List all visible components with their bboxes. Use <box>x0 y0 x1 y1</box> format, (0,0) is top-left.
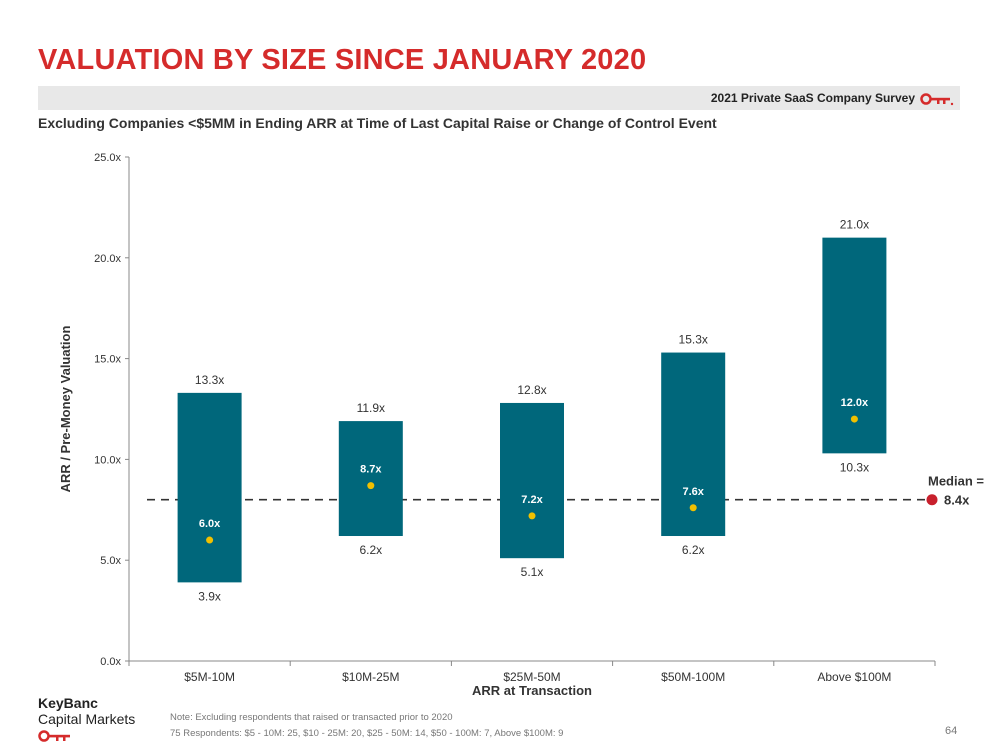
brand-logo: KeyBanc Capital Markets <box>38 695 135 743</box>
median-marker <box>367 482 375 490</box>
footnote-respondents: 75 Respondents: $5 - 10M: 25, $10 - 25M:… <box>170 728 564 739</box>
x-tick-label: $50M-100M <box>661 670 725 684</box>
page-title: VALUATION BY SIZE SINCE JANUARY 2020 <box>38 44 647 76</box>
footnote-exclusion: Note: Excluding respondents that raised … <box>170 712 453 723</box>
median-marker <box>850 415 858 423</box>
median-value-label: 12.0x <box>841 397 869 409</box>
x-tick-label: $5M-10M <box>184 670 235 684</box>
low-value-label: 6.2x <box>682 543 705 557</box>
median-value-label: 7.2x <box>521 494 543 506</box>
range-bar <box>500 402 564 559</box>
y-tick-label: 15.0x <box>94 354 121 366</box>
low-value-label: 3.9x <box>198 589 221 603</box>
median-marker <box>528 512 536 520</box>
median-value-label: 6.0x <box>199 518 221 530</box>
survey-banner: 2021 Private SaaS Company Survey <box>38 86 960 110</box>
range-bar <box>177 392 242 583</box>
x-tick-label: $10M-25M <box>342 670 399 684</box>
footnotes: Note: Excluding respondents that raised … <box>170 710 563 742</box>
y-tick-label: 10.0x <box>94 454 121 466</box>
median-marker <box>689 504 697 512</box>
high-value-label: 13.3x <box>195 373 224 387</box>
x-axis-title: ARR at Transaction <box>472 683 592 698</box>
median-value-label: 7.6x <box>682 486 704 498</box>
y-tick-label: 0.0x <box>100 656 121 668</box>
median-value-label: 8.7x <box>360 464 382 476</box>
y-tick-label: 25.0x <box>94 152 121 164</box>
low-value-label: 6.2x <box>359 543 382 557</box>
median-marker <box>206 536 214 544</box>
high-value-label: 11.9x <box>357 401 385 415</box>
high-value-label: 12.8x <box>517 383 546 397</box>
overall-median-label: Median = <box>928 474 984 489</box>
brand-subname: Capital Markets <box>38 711 136 727</box>
x-tick-label: $25M-50M <box>503 670 560 684</box>
low-value-label: 10.3x <box>840 460 869 474</box>
y-tick-label: 5.0x <box>100 555 121 567</box>
high-value-label: 21.0x <box>840 218 869 232</box>
brand-name: KeyBanc <box>38 695 98 711</box>
survey-label: 2021 Private SaaS Company Survey <box>710 91 915 105</box>
page-number: 64 <box>945 725 958 737</box>
range-bar <box>338 421 403 537</box>
x-tick-label: Above $100M <box>817 670 891 684</box>
chart-subtitle: Excluding Companies <$5MM in Ending ARR … <box>38 115 717 131</box>
overall-median-value: 8.4x <box>944 493 970 508</box>
high-value-label: 15.3x <box>679 333 708 347</box>
low-value-label: 5.1x <box>521 565 544 579</box>
overall-median-marker <box>926 494 938 506</box>
y-tick-label: 20.0x <box>94 253 121 265</box>
key-icon <box>920 93 954 106</box>
y-axis-title: ARR / Pre-Money Valuation <box>58 326 73 493</box>
key-icon <box>38 730 70 742</box>
